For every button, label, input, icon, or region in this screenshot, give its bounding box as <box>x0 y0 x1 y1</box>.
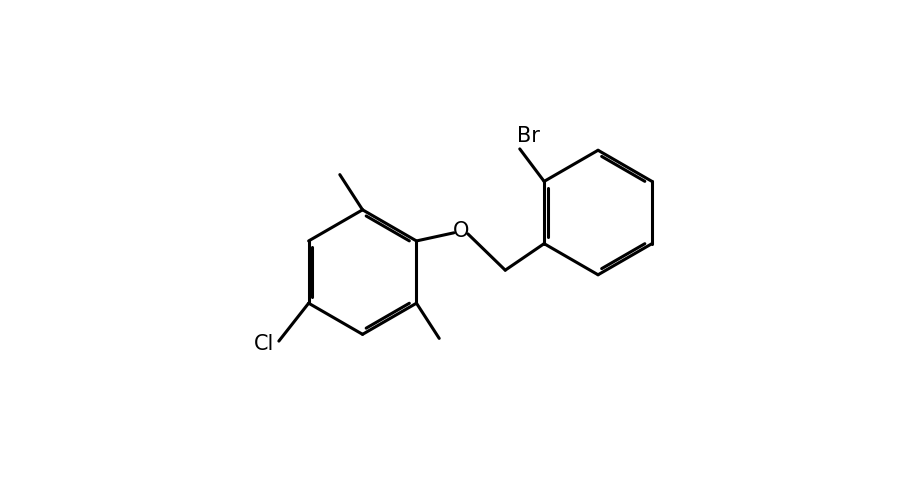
Text: O: O <box>452 221 469 241</box>
Text: Br: Br <box>516 126 539 146</box>
Text: Cl: Cl <box>254 334 274 354</box>
